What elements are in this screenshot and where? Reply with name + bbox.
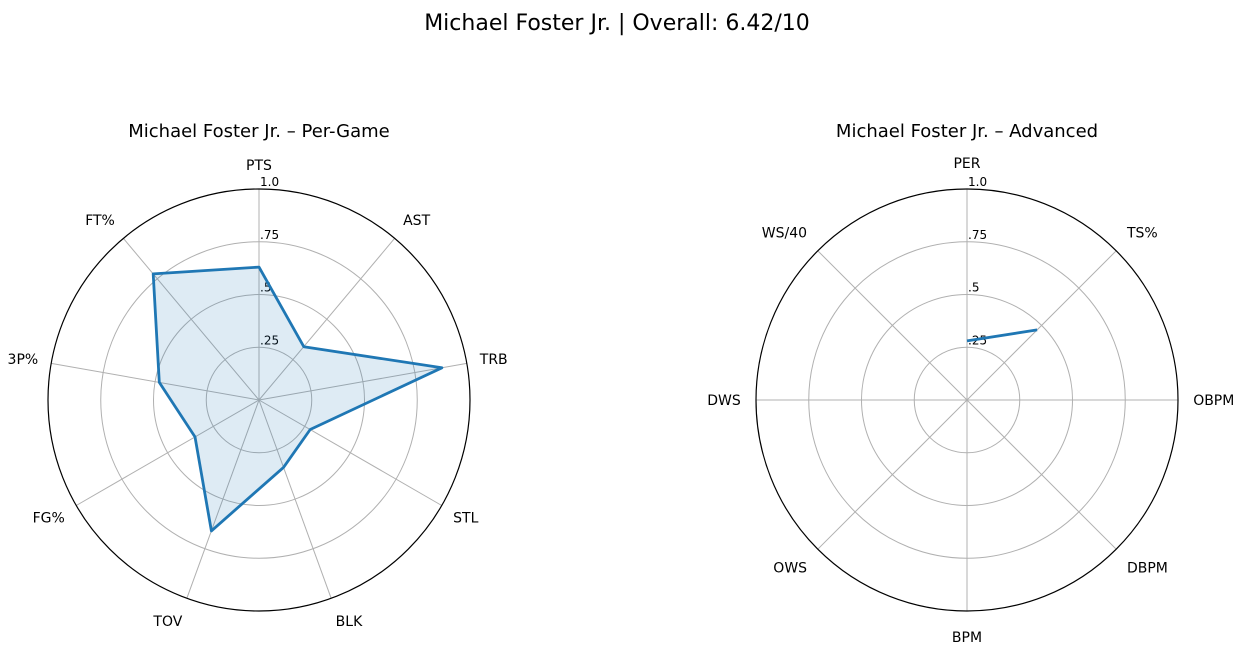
axis-label: PER <box>953 156 980 172</box>
subplot-title: Michael Foster Jr. – Per-Game <box>128 121 390 142</box>
axis-spoke <box>817 399 968 550</box>
axis-label: STL <box>453 511 478 527</box>
axis-spoke <box>258 399 442 506</box>
axis-spoke <box>258 362 467 401</box>
axis-label: OBPM <box>1193 393 1234 409</box>
axis-spoke <box>966 399 1117 550</box>
figure-title: Michael Foster Jr. | Overall: 6.42/10 <box>424 11 810 36</box>
radial-tick-label: .75 <box>968 228 987 242</box>
advanced-radar: Michael Foster Jr. – Advanced.25.5.751.0… <box>707 121 1234 646</box>
axis-spoke <box>817 250 968 401</box>
axis-spoke <box>966 250 1117 401</box>
axis-spoke <box>76 399 260 506</box>
per-game-radar: Michael Foster Jr. – Per-Game .25 .5 .75 1.0… <box>8 121 508 630</box>
axis-label: TOV <box>152 614 182 630</box>
axis-label: WS/40 <box>762 225 807 241</box>
subplot-title: Michael Foster Jr. – Advanced <box>836 121 1098 142</box>
axis-label: DBPM <box>1127 561 1168 577</box>
axis-spoke <box>258 238 396 401</box>
axis-label: PTS <box>246 158 272 174</box>
axis-label: FT% <box>85 213 115 229</box>
radial-tick-label: .5 <box>260 281 271 295</box>
axis-label: BLK <box>336 614 363 630</box>
series-fill-area <box>153 267 442 531</box>
axis-label: AST <box>403 213 430 229</box>
radial-tick-label: .5 <box>968 281 979 295</box>
axis-spoke <box>258 399 332 599</box>
axis-label: OWS <box>773 561 807 577</box>
axis-label: FG% <box>33 511 65 527</box>
outer-frame <box>47 188 471 612</box>
series-line <box>151 265 444 533</box>
axis-label: TRB <box>479 352 508 368</box>
outer-frame <box>755 188 1179 612</box>
axis-label: BPM <box>952 630 982 646</box>
axis-label: 3P% <box>8 352 39 368</box>
radial-tick-label: 1.0 <box>968 175 987 189</box>
series-segment <box>966 328 1038 343</box>
axis-spoke <box>122 238 260 401</box>
radial-tick-label: .25 <box>260 333 279 347</box>
radial-tick-label: .75 <box>260 228 279 242</box>
axis-spoke <box>186 399 260 599</box>
axis-spoke <box>51 362 260 401</box>
axis-label: DWS <box>707 393 741 409</box>
axis-label: TS% <box>1126 225 1158 241</box>
radial-tick-label: 1.0 <box>260 175 279 189</box>
